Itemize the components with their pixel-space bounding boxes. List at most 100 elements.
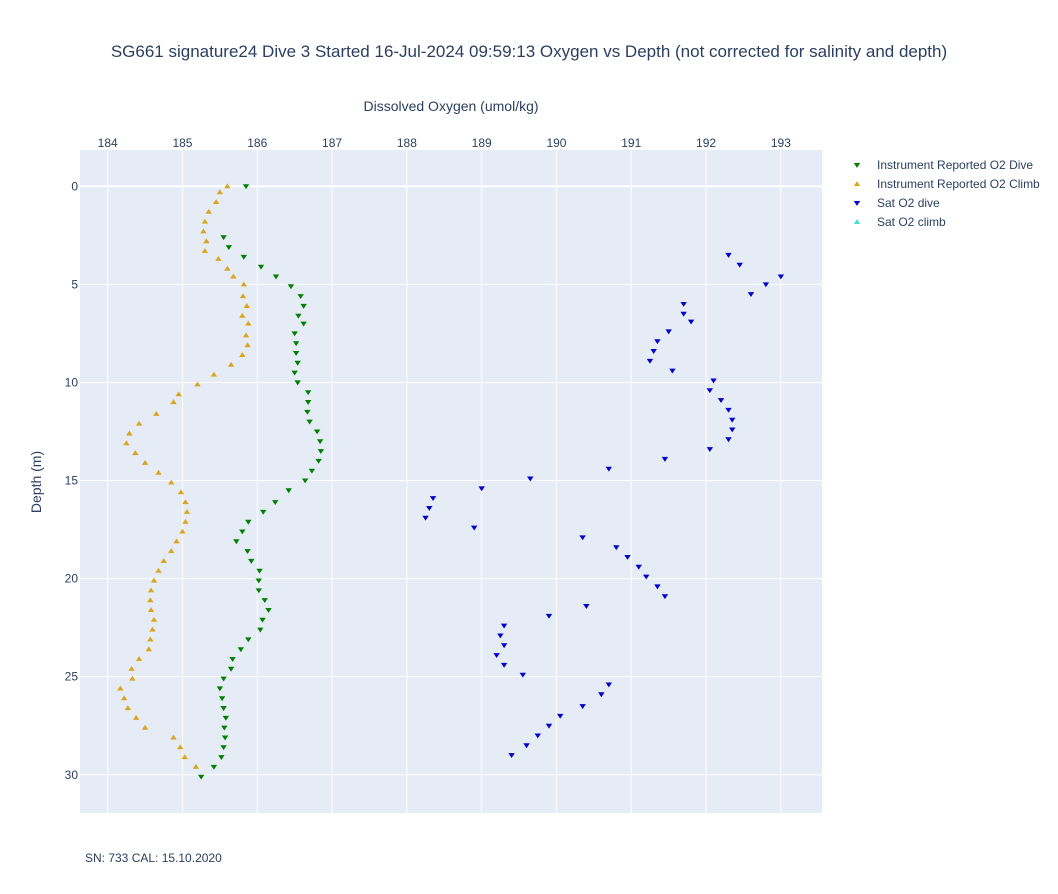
data-point [242,184,250,190]
data-point [680,301,687,307]
data-point [706,388,714,394]
data-point [233,539,240,545]
data-point [221,735,229,741]
legend[interactable]: Instrument Reported O2 Dive Instrument Re… [853,158,1040,229]
data-point [203,238,210,244]
data-point [583,604,590,609]
data-point [117,685,124,691]
data-point [316,439,324,445]
series-1 [117,183,252,769]
y-tick-label: 30 [65,768,79,782]
data-point [227,666,235,672]
data-point [220,676,227,682]
data-point [265,607,272,613]
data-point [124,705,132,711]
data-point [245,519,252,525]
data-point [523,743,530,749]
data-point [256,568,263,574]
data-point [218,696,226,702]
legend-label: Sat O2 dive [877,196,940,210]
legend-item[interactable]: Instrument Reported O2 Climb [853,177,1040,191]
data-point [168,548,175,554]
data-point [194,381,201,387]
data-point [205,208,212,214]
data-point [239,312,246,318]
data-point [240,281,248,287]
data-point [687,319,695,325]
legend-item[interactable]: Sat O2 climb [853,215,946,229]
data-point [747,292,755,298]
data-point [170,399,177,405]
data-point [304,390,312,396]
data-point [508,753,515,759]
data-point [736,262,743,268]
data-point [255,588,262,594]
data-point [220,706,227,711]
y-axis-title: Depth (m) [28,451,44,513]
y-tick-label: 5 [71,277,78,291]
footer-note: SN: 733 CAL: 15.10.2020 [85,851,222,865]
data-point [579,704,586,709]
data-point [426,505,433,511]
data-point [429,496,437,502]
data-point [221,725,228,731]
legend-item[interactable]: Sat O2 dive [853,196,940,210]
data-point [665,329,672,335]
data-point [147,597,154,603]
x-tick-label: 188 [397,136,417,150]
x-tick-label: 186 [247,136,267,150]
data-point [210,371,218,377]
data-point [170,734,177,740]
data-point [224,265,231,271]
data-point [643,574,650,580]
data-point [123,440,130,446]
data-point [216,189,224,195]
x-tick-label: 185 [172,136,192,150]
legend-item[interactable]: Instrument Reported O2 Dive [853,158,1034,172]
data-point [725,437,732,443]
data-point [291,331,298,337]
data-point [493,653,500,658]
data-point [141,724,149,730]
grid-lines [80,150,822,813]
legend-marker-icon [853,181,861,187]
data-point [168,479,175,485]
data-point [301,478,309,484]
data-point [500,623,508,629]
x-tick-label: 189 [472,136,492,150]
data-point [500,662,508,668]
y-tick-label: 25 [65,670,79,684]
data-point [519,672,527,678]
data-point [500,643,508,649]
x-tick-label: 184 [98,136,118,150]
data-point [654,339,661,345]
data-point [261,598,268,604]
data-point [257,627,264,633]
data-point [197,774,205,780]
legend-marker-icon [853,162,861,168]
data-point [220,745,227,751]
data-point [292,351,300,356]
x-axis-title: Dissolved Oxygen (umol/kg) [363,98,538,114]
data-point [129,675,136,681]
data-point [294,360,301,366]
data-point [212,199,220,204]
plot-area [80,150,822,813]
data-point [239,293,247,299]
legend-label: Instrument Reported O2 Dive [877,158,1033,172]
data-point [661,594,669,600]
legend-label: Sat O2 climb [877,215,946,229]
y-tick-label: 10 [65,375,79,389]
data-point [635,564,642,570]
legend-label: Instrument Reported O2 Climb [877,177,1040,191]
data-point [229,657,236,662]
data-point [126,430,133,436]
data-point [155,567,162,573]
x-tick-label: 191 [621,136,641,150]
data-point [534,733,541,739]
data-point [201,218,209,224]
y-tick-label: 15 [65,474,79,488]
data-point [300,321,307,327]
data-point [777,274,785,280]
data-point [173,538,180,544]
